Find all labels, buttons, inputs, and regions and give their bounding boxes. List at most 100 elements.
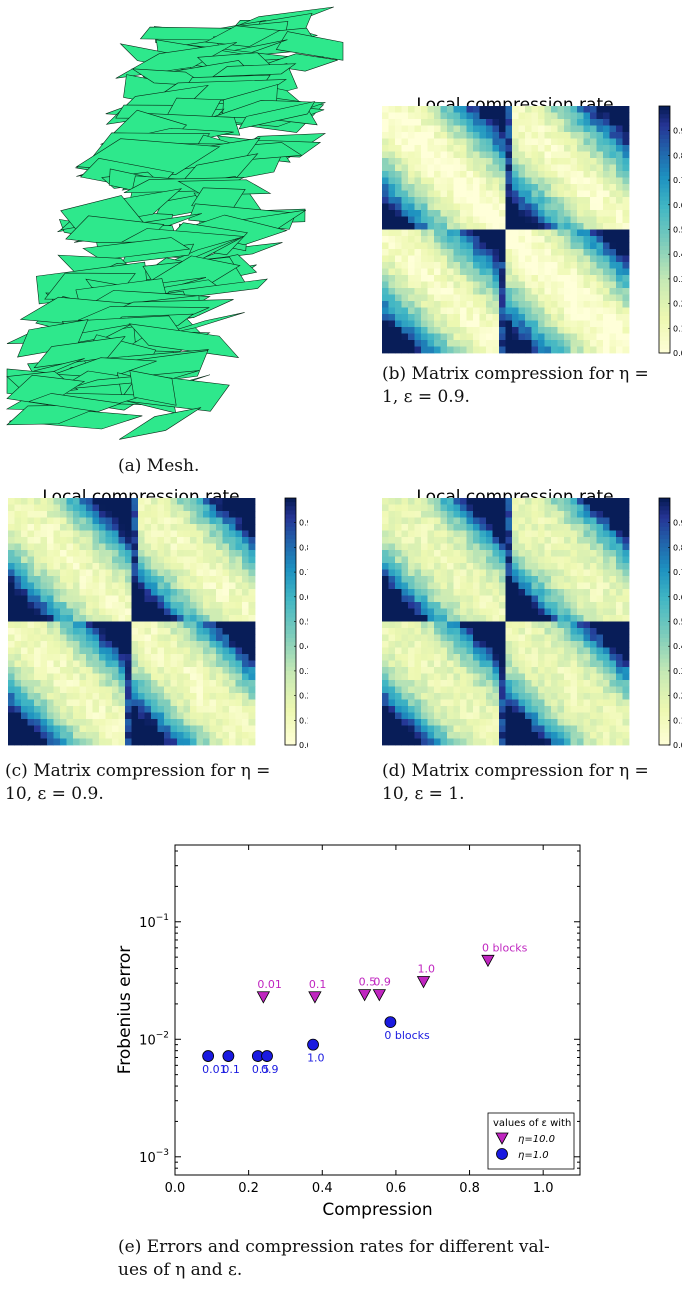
heatmap-cell bbox=[512, 203, 519, 211]
heatmap-cell bbox=[596, 340, 604, 347]
heatmap-cell bbox=[157, 582, 165, 590]
heatmap-cell bbox=[544, 288, 552, 295]
heatmap-cell bbox=[427, 112, 435, 120]
heatmap-cell bbox=[8, 498, 15, 505]
heatmap-cell bbox=[131, 530, 139, 538]
heatmap-cell bbox=[622, 608, 630, 616]
heatmap-cell bbox=[14, 498, 22, 505]
heatmap-cell bbox=[421, 249, 428, 256]
heatmap-cell bbox=[570, 615, 578, 622]
heatmap-cell bbox=[473, 550, 480, 557]
heatmap-cell bbox=[460, 242, 467, 250]
heatmap-cell bbox=[479, 158, 487, 165]
heatmap-cell bbox=[73, 641, 80, 648]
heatmap-cell bbox=[512, 333, 519, 341]
heatmap-cell bbox=[440, 171, 448, 178]
heatmap-cell bbox=[86, 543, 93, 551]
heatmap-cell bbox=[499, 307, 506, 315]
heatmap-cell bbox=[564, 699, 571, 707]
heatmap-cell bbox=[40, 615, 48, 622]
heatmap-cell bbox=[577, 210, 584, 217]
heatmap-cell bbox=[408, 641, 415, 648]
heatmap-cell bbox=[382, 673, 389, 681]
heatmap-cell bbox=[382, 294, 389, 302]
heatmap-cell bbox=[447, 517, 454, 525]
heatmap-cell bbox=[596, 686, 604, 694]
heatmap-cell bbox=[382, 125, 389, 133]
heatmap-cell bbox=[395, 333, 402, 341]
heatmap-cell bbox=[382, 517, 389, 525]
heatmap-cell bbox=[538, 281, 545, 289]
heatmap-cell bbox=[525, 647, 532, 655]
heatmap-cell bbox=[453, 132, 461, 139]
heatmap-cell bbox=[538, 641, 545, 648]
heatmap-cell bbox=[79, 563, 87, 570]
heatmap-cell bbox=[66, 498, 74, 505]
heatmap-cell bbox=[216, 686, 223, 694]
heatmap-cell bbox=[34, 524, 41, 531]
heatmap-cell bbox=[551, 216, 558, 224]
heatmap-cell bbox=[235, 589, 243, 596]
heatmap-cell bbox=[596, 569, 604, 577]
heatmap-cell bbox=[21, 634, 28, 642]
heatmap-cell bbox=[183, 732, 191, 739]
heatmap-cell bbox=[190, 556, 197, 564]
heatmap-cell bbox=[570, 275, 578, 282]
heatmap-cell bbox=[47, 582, 54, 590]
heatmap-cell bbox=[112, 673, 119, 681]
heatmap-cell bbox=[460, 582, 467, 590]
heatmap-cell bbox=[564, 504, 571, 512]
heatmap-cell bbox=[466, 190, 474, 198]
heatmap-cell bbox=[222, 699, 230, 707]
colorbar-segment bbox=[285, 572, 296, 577]
heatmap-cell bbox=[235, 647, 243, 655]
heatmap-cell bbox=[401, 602, 409, 609]
heatmap-cell bbox=[427, 517, 435, 525]
heatmap-cell bbox=[583, 132, 591, 139]
colorbar-segment bbox=[659, 617, 670, 622]
heatmap-cell bbox=[440, 543, 448, 551]
heatmap-cell bbox=[434, 125, 441, 133]
heatmap-cell bbox=[47, 621, 54, 629]
heatmap-cell bbox=[512, 699, 519, 707]
heatmap-cell bbox=[118, 738, 126, 746]
heatmap-cell bbox=[577, 223, 584, 230]
heatmap-cell bbox=[14, 706, 22, 713]
heatmap-cell bbox=[603, 647, 610, 655]
colorbar-segment bbox=[285, 510, 296, 515]
colorbar-segment bbox=[659, 258, 670, 263]
colorbar-segment bbox=[659, 498, 670, 503]
heatmap-cell bbox=[27, 732, 35, 739]
heatmap-cell bbox=[8, 563, 15, 570]
heatmap-cell bbox=[14, 569, 22, 577]
heatmap-cell bbox=[603, 504, 610, 512]
heatmap-cell bbox=[544, 569, 552, 577]
heatmap-cell bbox=[440, 680, 448, 687]
heatmap-cell bbox=[177, 595, 184, 603]
heatmap-cell bbox=[486, 236, 493, 243]
heatmap-cell bbox=[557, 158, 565, 165]
heatmap-cell bbox=[583, 641, 591, 648]
heatmap-cell bbox=[27, 576, 35, 583]
heatmap-cell bbox=[434, 333, 441, 341]
heatmap-cell bbox=[453, 106, 461, 113]
heatmap-cell bbox=[40, 563, 48, 570]
heatmap-cell bbox=[616, 504, 623, 512]
colorbar-segment bbox=[285, 646, 296, 651]
heatmap-cell bbox=[557, 621, 565, 629]
heatmap-cell bbox=[460, 576, 467, 583]
heatmap-cell bbox=[112, 595, 119, 603]
heatmap-cell bbox=[551, 563, 558, 570]
heatmap-cell bbox=[609, 732, 617, 739]
heatmap-cell bbox=[466, 346, 474, 354]
heatmap-cell bbox=[447, 216, 454, 224]
heatmap-cell bbox=[73, 680, 80, 687]
heatmap-cell bbox=[183, 550, 191, 557]
heatmap-cell bbox=[518, 595, 526, 603]
heatmap-cell bbox=[401, 608, 409, 616]
heatmap-cell bbox=[544, 680, 552, 687]
heatmap-cell bbox=[622, 236, 630, 243]
heatmap-cell bbox=[577, 314, 584, 321]
mesh-fracture bbox=[119, 407, 202, 440]
heatmap-cell bbox=[486, 563, 493, 570]
